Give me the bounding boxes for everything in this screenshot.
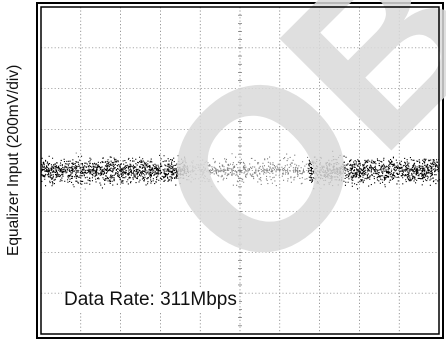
data-rate-annotation: Data Rate: 311Mbps (62, 287, 239, 313)
noise-points-sparse (75, 152, 322, 190)
plot-frame-inner (40, 6, 440, 335)
noise-band (41, 150, 441, 190)
grid (40, 6, 440, 335)
noise-points-dense (41, 150, 441, 190)
